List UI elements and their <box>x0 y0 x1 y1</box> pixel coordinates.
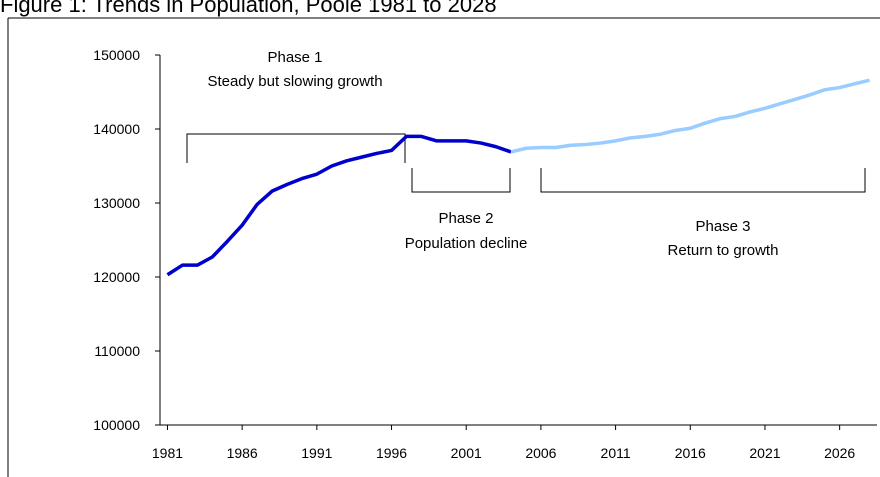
y-tick-label: 100000 <box>93 417 140 433</box>
line-series <box>510 78 870 154</box>
y-tick-label: 130000 <box>93 195 140 211</box>
x-tick-label: 2006 <box>525 445 556 461</box>
phase-bracket <box>540 168 866 193</box>
x-tick-label: 1996 <box>376 445 407 461</box>
annotation: Phase 1 <box>267 49 322 66</box>
y-tick-label: 110000 <box>94 343 140 359</box>
x-tick-label: 2026 <box>824 445 855 461</box>
x-tick-label: 2021 <box>749 445 780 461</box>
line-series <box>166 134 512 277</box>
x-tick-label: 2011 <box>601 445 631 461</box>
annotation: Steady but slowing growth <box>207 73 382 90</box>
chart-title: Figure 1: Trends in Population, Poole 19… <box>0 0 497 17</box>
x-tick-label: 2016 <box>675 445 706 461</box>
annotation: Phase 2 <box>438 210 493 227</box>
phase-bracket <box>411 168 511 193</box>
y-tick-label: 150000 <box>93 47 140 63</box>
y-tick-label: 140000 <box>93 121 140 137</box>
annotation: Phase 3 <box>695 218 750 235</box>
y-tick-label: 120000 <box>93 269 140 285</box>
annotation: Return to growth <box>668 242 779 259</box>
x-tick-label: 1986 <box>227 445 258 461</box>
x-tick-label: 1991 <box>301 445 332 461</box>
phase-bracket <box>186 133 406 163</box>
x-tick-label: 1981 <box>152 445 183 461</box>
annotation: Population decline <box>405 235 528 252</box>
x-tick-label: 2001 <box>451 445 482 461</box>
